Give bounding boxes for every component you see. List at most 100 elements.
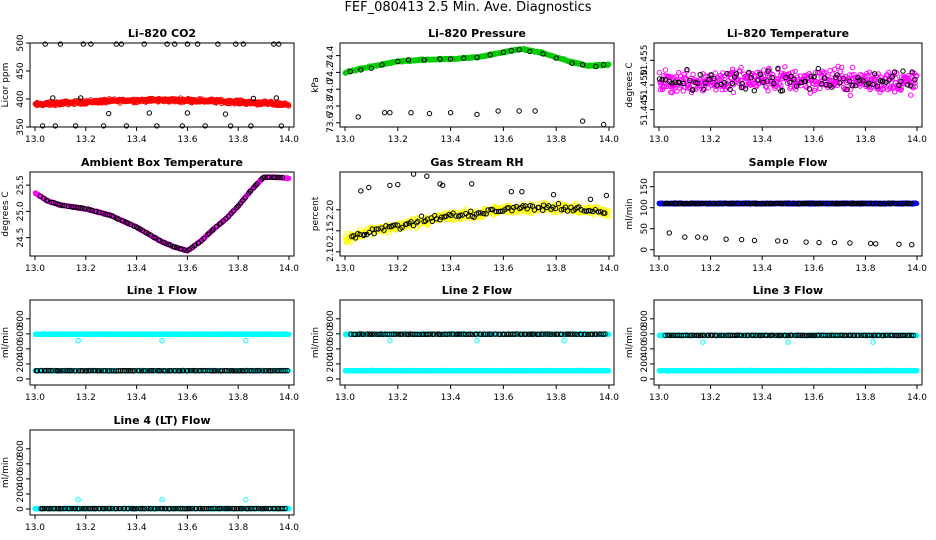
data-point	[681, 71, 687, 78]
data-point	[347, 68, 353, 75]
series-red-1	[32, 95, 292, 109]
x-tick-label: 13.4	[441, 393, 461, 403]
plot-frame	[29, 42, 295, 128]
y-axis-label: degrees C	[625, 62, 635, 107]
series-cyan-4	[75, 337, 249, 344]
data-point	[408, 110, 414, 116]
data-point	[42, 41, 48, 47]
data-point	[50, 95, 56, 101]
data-point	[75, 337, 81, 344]
data-point	[469, 181, 475, 187]
data-point	[896, 241, 902, 247]
data-point	[738, 64, 744, 71]
data-point	[123, 123, 130, 129]
data-point	[271, 41, 277, 47]
data-point	[194, 41, 201, 47]
data-point	[395, 181, 401, 188]
y-tick-label: 800	[16, 310, 26, 327]
x-tick-label: 13.2	[388, 264, 408, 274]
data-point	[424, 173, 430, 179]
data-point	[516, 47, 522, 53]
x-tick-label: 13.8	[855, 135, 875, 145]
data-point	[690, 71, 696, 78]
data-point	[712, 70, 718, 76]
data-point	[605, 61, 612, 67]
data-point	[184, 41, 191, 47]
data-point	[674, 88, 680, 94]
panel-title: Li–820 Temperature	[727, 27, 849, 40]
data-point	[154, 123, 160, 129]
x-tick-label: 13.2	[701, 135, 721, 145]
data-point	[751, 88, 757, 94]
y-tick-label: 400	[16, 90, 26, 107]
x-tick-label: 13.4	[441, 264, 461, 274]
x-tick-label: 14.0	[279, 264, 299, 274]
series-black-2	[349, 201, 608, 241]
data-point	[285, 103, 292, 109]
plot-frame	[653, 171, 923, 257]
series-cyan-1	[32, 331, 292, 338]
y-tick-label: 51.455	[640, 45, 650, 76]
x-tick-label: 14.0	[907, 135, 927, 145]
data-point	[723, 236, 729, 242]
data-point	[358, 188, 364, 194]
y-tick-label: 2.10	[326, 242, 336, 262]
data-point	[668, 74, 674, 80]
panel-title: Li–820 CO2	[128, 27, 196, 40]
data-point	[697, 72, 703, 78]
x-tick-label: 13.6	[804, 264, 824, 274]
data-point	[88, 41, 94, 47]
data-point	[593, 63, 599, 70]
data-point	[669, 89, 675, 96]
data-point	[729, 66, 736, 73]
data-point	[601, 62, 607, 68]
y-tick-label: 50	[640, 223, 650, 235]
x-tick-label: 13.0	[25, 264, 45, 274]
data-point	[179, 123, 186, 129]
data-point	[508, 47, 514, 54]
data-point	[355, 114, 361, 120]
y-axis-label: ml/min	[311, 327, 321, 358]
data-point	[395, 58, 401, 65]
data-point	[80, 41, 87, 47]
x-tick-label: 13.4	[752, 135, 772, 145]
panel-title: Ambient Box Temperature	[81, 156, 243, 169]
y-tick-label: 100	[640, 199, 650, 216]
data-point	[39, 123, 46, 129]
data-point	[118, 41, 125, 47]
data-point	[447, 110, 454, 116]
data-point	[233, 41, 239, 47]
y-tick-label: 73.6	[326, 113, 336, 133]
data-point	[803, 239, 809, 245]
x-tick-label: 13.2	[76, 393, 96, 403]
x-tick-label: 13.2	[388, 135, 408, 145]
data-point	[243, 337, 249, 344]
data-point	[738, 77, 744, 84]
data-point	[516, 108, 522, 114]
x-tick-label: 13.8	[228, 135, 248, 145]
data-point	[909, 242, 915, 248]
data-point	[666, 230, 672, 236]
data-point	[765, 88, 771, 94]
series-black-3	[33, 367, 290, 374]
data-point	[817, 85, 823, 92]
data-point	[215, 41, 221, 47]
data-point	[702, 235, 709, 241]
y-tick-label: 0	[16, 376, 26, 382]
x-tick-label: 13.4	[127, 393, 147, 403]
data-point	[908, 92, 914, 98]
y-tick-label: 74.4	[326, 45, 336, 65]
x-tick-label: 13.0	[25, 135, 45, 145]
x-tick-label: 13.8	[855, 264, 875, 274]
data-point	[72, 123, 79, 129]
data-point	[540, 51, 546, 57]
x-tick-label: 13.6	[804, 135, 824, 145]
x-tick-label: 13.2	[388, 393, 408, 403]
data-point	[569, 60, 575, 66]
x-tick-label: 13.4	[752, 264, 772, 274]
y-axis-label: ml/min	[1, 327, 11, 358]
data-point	[816, 239, 822, 246]
